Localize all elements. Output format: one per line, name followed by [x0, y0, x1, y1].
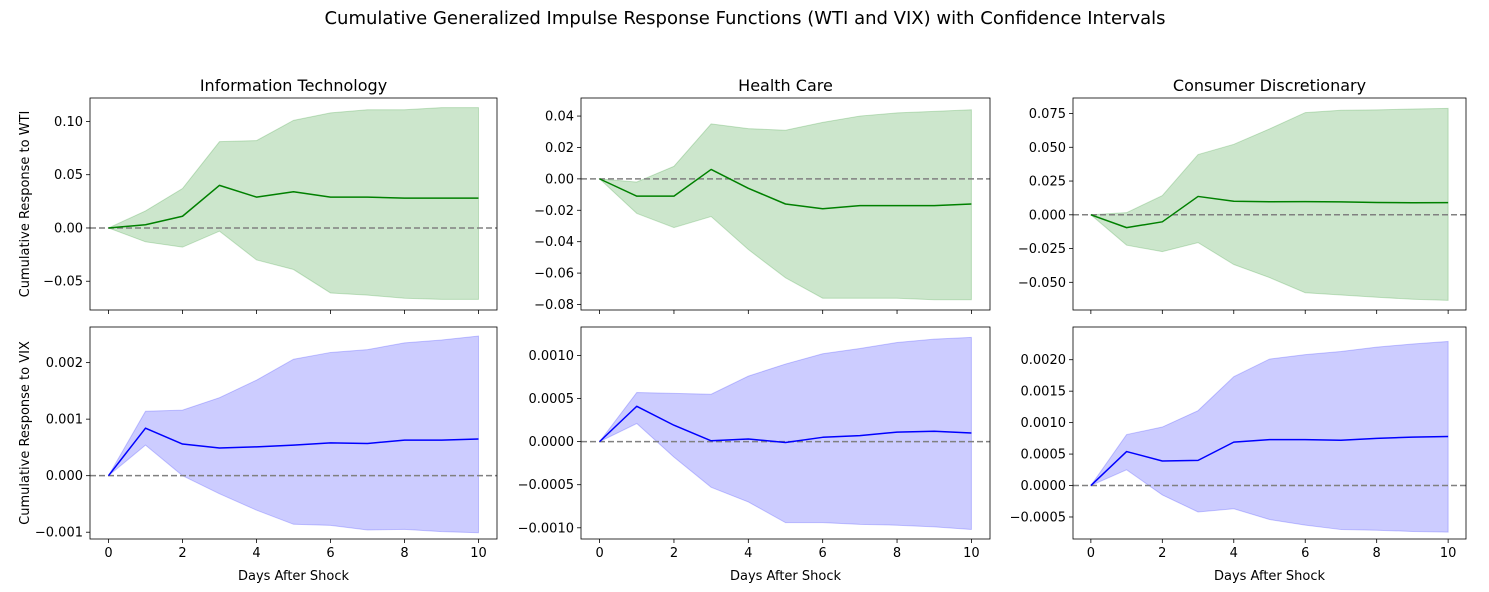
- subplot-title: Consumer Discretionary: [1173, 76, 1366, 95]
- y-tick-label: 0.05: [54, 168, 83, 183]
- x-tick-label: 8: [1373, 546, 1381, 561]
- x-tick-label: 2: [670, 546, 678, 561]
- y-tick-label: 0.075: [1029, 107, 1066, 122]
- y-tick-label: 0.000: [1029, 208, 1066, 223]
- axes-frame: [1072, 326, 1467, 540]
- axes-frame: [89, 326, 498, 540]
- y-tick-label: 0.0015: [1021, 385, 1067, 400]
- axes-frame: [580, 326, 991, 540]
- y-tick-label: −0.050: [1018, 276, 1066, 291]
- x-tick-label: 6: [819, 546, 827, 561]
- subplot-6: 0 2 4 6 8 10 −0.0005 0.0000 0.0005 0.0010 0.0015 0.…: [1010, 326, 1467, 584]
- x-tick-label: 0: [595, 546, 603, 561]
- x-axis-label: Days After Shock: [238, 569, 350, 584]
- y-tick-label: 0.0005: [529, 392, 575, 407]
- y-tick-label: −0.025: [1018, 242, 1066, 257]
- subplot-3: −0.050 −0.025 0.000 0.025 0.050 0.075 Consumer…: [1018, 76, 1467, 314]
- confidence-band: [599, 336, 972, 531]
- x-axis-label: Days After Shock: [730, 569, 842, 584]
- x-tick-label: 0: [104, 546, 112, 561]
- x-tick-label: 10: [963, 546, 980, 561]
- y-tick-label: 0.0000: [1021, 479, 1067, 494]
- y-tick-label: −0.0005: [1010, 510, 1066, 525]
- y-tick-label: 0.050: [1029, 141, 1066, 156]
- x-tick-label: 8: [893, 546, 901, 561]
- figure-title: Cumulative Generalized Impulse Response …: [324, 8, 1165, 29]
- subplots-grid: −0.05 0.00 0.05 0.10 Information Technology C…: [18, 76, 1467, 584]
- response-line: [599, 405, 972, 444]
- y-tick-label: 0.10: [54, 115, 83, 130]
- y-tick-label: −0.05: [43, 275, 83, 290]
- y-tick-label: 0.0000: [529, 435, 575, 450]
- y-tick-label: 0.00: [54, 221, 83, 236]
- x-tick-label: 10: [470, 546, 487, 561]
- x-tick-label: 8: [400, 546, 408, 561]
- axes-frame: [580, 97, 991, 311]
- response-line: [107, 427, 479, 477]
- confidence-band: [1089, 340, 1449, 533]
- y-tick-label: 0.0020: [1021, 353, 1067, 368]
- subplot-title: Information Technology: [200, 76, 387, 95]
- y-axis-label: Cumulative Response to VIX: [18, 341, 33, 525]
- y-tick-label: 0.000: [46, 469, 83, 484]
- y-tick-label: 0.04: [545, 110, 574, 125]
- response-line: [1090, 195, 1449, 229]
- x-tick-label: 2: [1158, 546, 1166, 561]
- response-line: [108, 184, 479, 229]
- x-tick-label: 4: [1230, 546, 1238, 561]
- y-tick-label: 0.002: [46, 356, 83, 371]
- x-tick-label: 0: [1087, 546, 1095, 561]
- subplot-2: −0.08 −0.06 −0.04 −0.02 0.00 0.02 0.04 Health C…: [534, 76, 991, 314]
- y-tick-label: −0.001: [35, 526, 83, 541]
- y-tick-label: −0.06: [534, 267, 574, 282]
- x-tick-label: 6: [326, 546, 334, 561]
- subplot-title: Health Care: [738, 76, 833, 95]
- confidence-band: [107, 107, 479, 300]
- confidence-band: [1089, 107, 1449, 301]
- axes-frame: [89, 97, 498, 311]
- y-tick-label: 0.025: [1029, 175, 1066, 190]
- x-tick-label: 6: [1301, 546, 1309, 561]
- y-tick-label: −0.08: [534, 298, 574, 313]
- y-tick-label: 0.001: [46, 413, 83, 428]
- subplot-5: 0 2 4 6 8 10 −0.0010 −0.0005 0.0000 0.0005 0.0010 D…: [518, 326, 991, 584]
- subplot-1: −0.05 0.00 0.05 0.10 Information Technology C…: [18, 76, 498, 314]
- y-tick-label: 0.02: [545, 141, 574, 156]
- response-line: [599, 168, 972, 210]
- x-tick-label: 4: [744, 546, 752, 561]
- subplot-4: 0 2 4 6 8 10 −0.001 0.000 0.001 0.002 Days After S…: [18, 326, 498, 584]
- x-tick-label: 2: [178, 546, 186, 561]
- axes-frame: [1072, 97, 1467, 311]
- x-tick-label: 10: [1440, 546, 1457, 561]
- y-tick-label: −0.04: [534, 235, 574, 250]
- confidence-band: [598, 109, 972, 301]
- x-axis-label: Days After Shock: [1214, 569, 1326, 584]
- y-tick-label: 0.0005: [1021, 448, 1067, 463]
- y-tick-label: −0.0010: [518, 521, 574, 536]
- y-tick-label: 0.0010: [1021, 416, 1067, 431]
- y-axis-label: Cumulative Response to WTI: [18, 111, 33, 298]
- response-line: [1090, 435, 1449, 487]
- y-tick-label: −0.0005: [518, 478, 574, 493]
- y-tick-label: 0.00: [545, 172, 574, 187]
- confidence-band: [108, 335, 479, 534]
- x-tick-label: 4: [252, 546, 260, 561]
- y-tick-label: −0.02: [534, 204, 574, 219]
- y-tick-label: 0.0010: [529, 349, 575, 364]
